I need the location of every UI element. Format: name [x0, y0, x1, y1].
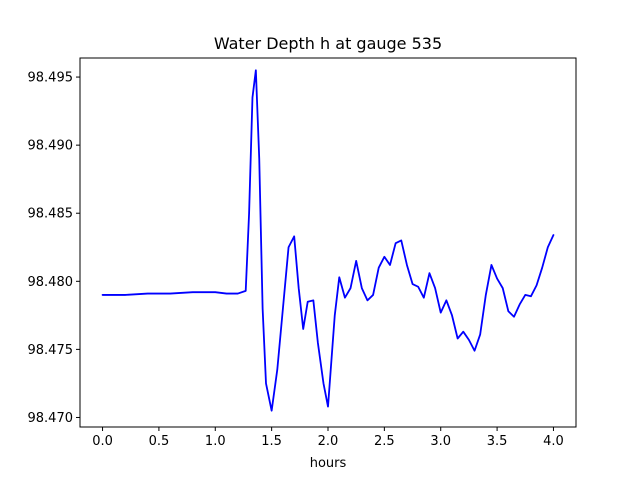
x-tick-label: 2.5	[374, 434, 395, 449]
y-tick-label: 98.495	[28, 71, 74, 86]
x-tick-label: 2.0	[318, 434, 339, 449]
x-axis-label: hours	[310, 456, 347, 471]
chart-title: Water Depth h at gauge 535	[214, 34, 442, 53]
x-tick-label: 0.0	[92, 434, 113, 449]
x-tick-label: 3.5	[487, 434, 508, 449]
x-tick-label: 1.5	[261, 434, 282, 449]
x-tick-label: 1.0	[205, 434, 226, 449]
x-tick-label: 0.5	[149, 434, 170, 449]
y-tick-label: 98.470	[28, 411, 74, 426]
plot-area: 0.0 0.5 1.0 1.5 2.0 2.5 3.0 3.5 4.0 98.470 98.475 9…	[28, 57, 577, 449]
x-tick-label: 4.0	[543, 434, 564, 449]
y-tick-label: 98.490	[28, 139, 74, 154]
x-tick-label: 3.0	[430, 434, 451, 449]
series-line-0	[101, 69, 555, 412]
y-tick-label: 98.480	[28, 275, 74, 290]
y-tick-label: 98.485	[28, 207, 74, 222]
y-tick-label: 98.475	[28, 343, 74, 358]
